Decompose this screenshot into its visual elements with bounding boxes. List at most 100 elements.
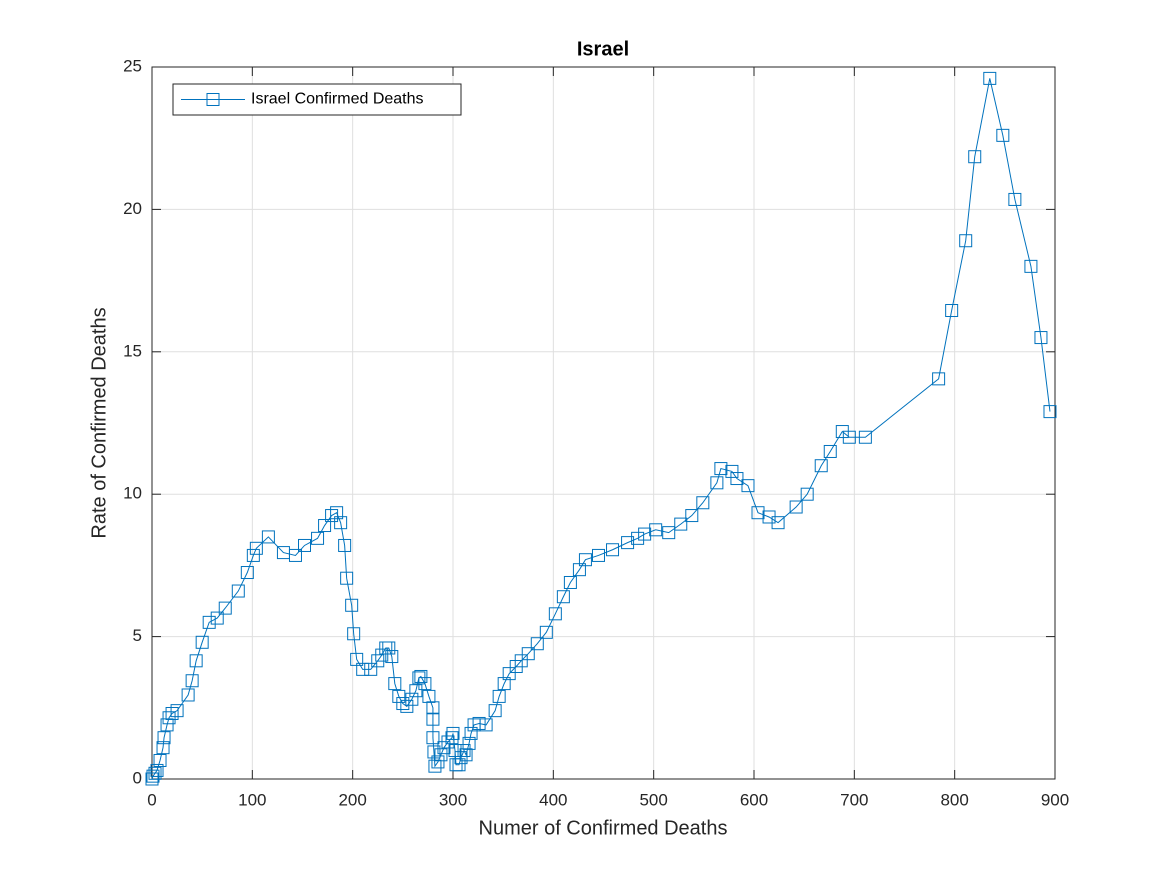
y-tick-label: 15 <box>123 341 142 360</box>
data-marker <box>530 637 544 651</box>
data-marker <box>514 654 528 668</box>
data-marker <box>334 516 348 530</box>
data-marker <box>591 548 605 562</box>
data-marker <box>472 716 486 730</box>
data-marker <box>382 641 396 655</box>
data-marker <box>364 662 378 676</box>
x-tick-label: 700 <box>840 790 868 809</box>
x-tick-label: 400 <box>539 790 567 809</box>
data-marker <box>157 731 171 745</box>
x-tick-label: 500 <box>639 790 667 809</box>
data-marker <box>181 688 195 702</box>
data-marker <box>730 472 744 486</box>
data-marker <box>497 677 511 691</box>
data-marker <box>210 611 224 625</box>
x-tick-label: 200 <box>338 790 366 809</box>
data-marker <box>325 509 339 523</box>
data-marker <box>418 677 432 691</box>
data-marker <box>414 669 428 683</box>
x-tick-label: 900 <box>1041 790 1069 809</box>
data-marker <box>685 509 699 523</box>
data-marker <box>347 627 361 641</box>
data-marker <box>375 648 389 662</box>
data-marker <box>548 607 562 621</box>
data-marker <box>170 704 184 718</box>
data-marker <box>578 553 592 567</box>
data-marker <box>288 548 302 562</box>
data-marker <box>959 234 973 248</box>
data-marker <box>249 541 263 555</box>
data-marker <box>983 71 997 85</box>
y-tick-label: 5 <box>133 626 142 645</box>
data-marker <box>1008 192 1022 206</box>
data-marker <box>246 548 260 562</box>
data-marker <box>563 575 577 589</box>
data-marker <box>945 304 959 318</box>
data-marker <box>1034 331 1048 345</box>
data-marker <box>330 506 344 520</box>
data-marker <box>400 699 414 713</box>
x-axis-label: Numer of Confirmed Deaths <box>479 817 728 839</box>
data-marker <box>823 444 837 458</box>
data-marker <box>427 745 441 759</box>
data-marker <box>434 748 448 762</box>
data-marker <box>789 500 803 514</box>
data-marker <box>452 758 466 772</box>
data-marker <box>446 726 460 740</box>
y-tick-label: 10 <box>123 484 142 503</box>
x-tick-label: 0 <box>147 790 156 809</box>
x-tick-label: 800 <box>940 790 968 809</box>
data-marker <box>240 566 254 580</box>
data-marker <box>202 615 216 629</box>
data-marker <box>539 625 553 639</box>
data-marker <box>189 654 203 668</box>
data-marker <box>649 523 663 537</box>
data-marker <box>858 430 872 444</box>
plot-frame <box>151 66 1056 780</box>
plot-area <box>152 67 1055 779</box>
data-marker <box>385 650 399 664</box>
data-marker <box>318 519 332 533</box>
data-marker <box>426 731 440 745</box>
data-marker <box>311 531 325 545</box>
y-tick-label: 20 <box>123 199 142 218</box>
data-marker <box>231 584 245 598</box>
data-marker <box>454 751 468 765</box>
data-marker <box>932 372 946 386</box>
data-marker <box>426 701 440 715</box>
chart-title: Israel <box>577 38 629 60</box>
data-marker <box>488 704 502 718</box>
data-marker <box>148 766 162 780</box>
x-tick-label: 100 <box>238 790 266 809</box>
data-marker <box>464 726 478 740</box>
data-marker <box>662 526 676 540</box>
data-marker <box>631 531 645 545</box>
data-marker <box>751 506 765 520</box>
data-marker <box>338 538 352 552</box>
data-marker <box>185 674 199 688</box>
legend-marker <box>206 93 220 106</box>
data-marker <box>621 536 635 550</box>
data-marker <box>696 496 710 510</box>
data-marker <box>392 689 406 703</box>
data-marker <box>771 516 785 530</box>
data-marker <box>1024 259 1038 273</box>
data-marker <box>674 517 688 531</box>
data-marker <box>502 667 516 681</box>
data-marker <box>150 763 164 777</box>
data-marker <box>968 150 982 164</box>
data-marker <box>725 464 739 478</box>
data-marker <box>459 748 473 762</box>
data-marker <box>714 462 728 476</box>
data-marker <box>492 689 506 703</box>
data-marker <box>356 662 370 676</box>
data-marker <box>457 744 471 758</box>
data-marker <box>1043 405 1057 419</box>
data-marker <box>741 479 755 493</box>
data-marker <box>814 459 828 473</box>
data-marker <box>638 527 652 541</box>
data-marker <box>431 755 445 769</box>
data-marker <box>556 590 570 604</box>
data-marker <box>156 741 170 755</box>
data-marker <box>195 635 209 649</box>
